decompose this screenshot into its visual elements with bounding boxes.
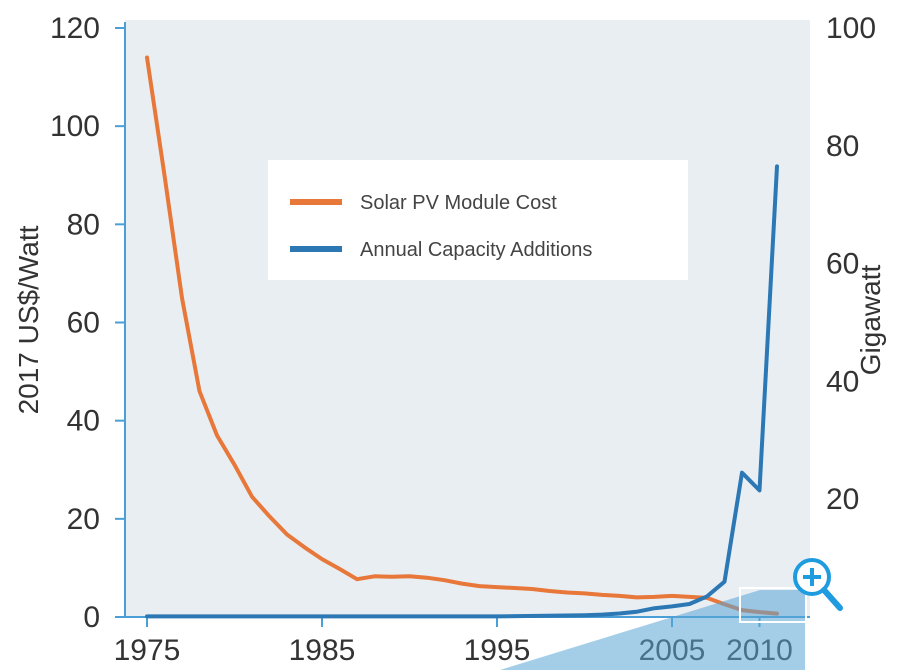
series-group [145,55,779,619]
left-tick-label: 100 [50,110,100,143]
right-tick-label: 80 [826,130,859,163]
left-tick-label: 60 [67,307,100,340]
legend: Solar PV Module Cost Annual Capacity Add… [268,160,688,280]
series-line-annual-capacity-additions [145,164,779,619]
left-tick-label: 0 [83,601,100,634]
zoom-frame [739,587,807,623]
series-line-solar-pv-module-cost [145,55,779,616]
x-tick-label: 1995 [464,634,531,667]
legend-label-cost: Solar PV Module Cost [360,192,557,214]
x-tick-label: 1985 [289,634,356,667]
zoom-in-icon[interactable] [793,558,843,611]
left-axis-title: 2017 US$/Watt [13,225,44,414]
left-tick-label: 80 [67,208,100,241]
plot-background [125,20,810,617]
right-axis-title: Gigawatt [855,265,886,376]
left-tick-label: 120 [50,12,100,45]
zoom-callout [500,587,807,670]
left-tick-label: 20 [67,503,100,536]
right-tick-label: 20 [826,483,859,516]
x-tick-label: 1975 [114,634,181,667]
right-tick-label: 100 [826,12,876,45]
legend-box [268,160,688,280]
right-tick-label: 60 [826,248,859,281]
left-tick-label: 40 [67,405,100,438]
right-ticks: 20 40 60 80 100 [826,12,876,516]
left-ticks: 0 20 40 60 80 100 120 [50,12,125,634]
zoom-wedge [500,590,805,670]
right-tick-label: 40 [826,365,859,398]
legend-label-capacity: Annual Capacity Additions [360,239,592,261]
